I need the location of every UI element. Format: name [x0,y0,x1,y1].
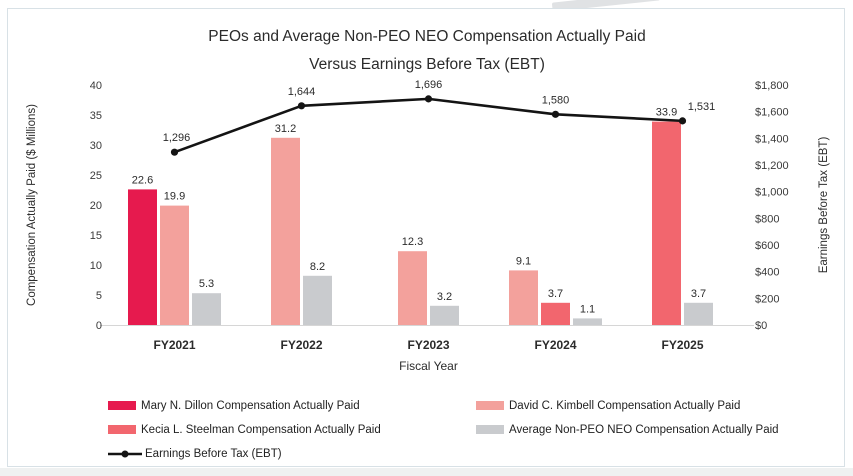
chart-plot: 0 5 10 15 20 25 30 35 40 $0 $200 $400 $600 $800 $1,000… [90,79,789,352]
ebt-line-marker [170,148,179,156]
chart-card: PEOs and Average Non-PEO NEO Compensatio… [7,8,845,467]
left-axis-tick-label: 0 [96,320,102,332]
ebt-line-marker [678,117,687,125]
legend-swatch [108,401,136,410]
ebt-line-marker [551,110,560,118]
legend-item-ebt-line: Earnings Before Tax (EBT) [108,443,476,464]
chart-legend: Mary N. Dillon Compensation Actually Pai… [108,395,818,464]
ebt-value-label: 1,296 [163,132,191,144]
x-axis-category-label: FY2021 [153,338,195,352]
bar [128,189,157,325]
bar [160,205,189,325]
left-axis-tick-label: 30 [90,140,102,152]
x-axis-category-label: FY2023 [407,338,449,352]
legend-item-bar-series: Average Non-PEO NEO Compensation Actuall… [476,419,818,440]
bar [684,302,713,325]
legend-swatch [476,425,504,434]
left-axis-tick-label: 5 [96,290,102,302]
bar-value-label: 33.9 [656,107,677,119]
x-axis-title: Fiscal Year [399,359,458,373]
right-axis-tick-label: $1,200 [755,160,789,172]
bar [398,251,427,325]
ebt-line [174,97,683,154]
legend-label: Mary N. Dillon Compensation Actually Pai… [141,399,360,412]
bar-value-label: 12.3 [402,236,423,248]
bar-value-label: 3.7 [691,288,706,300]
right-axis-tick-label: $800 [755,213,779,225]
bar [271,137,300,325]
ebt-value-label: 1,644 [288,86,316,98]
bar-value-label: 31.2 [275,123,296,135]
x-axis-category-label: FY2025 [661,338,703,352]
ebt-value-label: 1,531 [688,101,716,113]
bar [652,121,681,325]
right-axis-tick-label: $1,000 [755,187,789,199]
legend-label: Average Non-PEO NEO Compensation Actuall… [509,423,779,436]
bar-value-label: 3.2 [437,291,452,303]
bar [509,270,538,325]
bar-value-label: 22.6 [132,174,153,186]
legend-item-bar-series: Mary N. Dillon Compensation Actually Pai… [108,395,476,416]
x-axis-category-label: FY2024 [534,338,576,352]
left-axis-tick-label: 15 [90,230,102,242]
x-axis-category-label: FY2022 [280,338,322,352]
bar [573,318,602,325]
ebt-value-label: 1,696 [415,79,443,91]
bar [541,302,570,325]
legend-swatch [108,425,136,434]
ebt-value-label: 1,580 [542,94,570,106]
legend-swatch [476,401,504,410]
chart-title-line1: PEOs and Average Non-PEO NEO Compensatio… [208,28,646,45]
left-axis-tick-label: 40 [90,80,102,92]
legend-line-marker [108,450,142,457]
right-axis-tick-label: $400 [755,267,779,279]
right-axis-tick-label: $1,400 [755,133,789,145]
page-bottom-strip [0,468,853,476]
legend-label: Earnings Before Tax (EBT) [145,447,282,460]
chart-title-line2: Versus Earnings Before Tax (EBT) [309,56,545,73]
left-axis-tick-label: 10 [90,260,102,272]
ebt-line-marker [297,102,306,110]
bar [430,305,459,325]
legend-label: David C. Kimbell Compensation Actually P… [509,399,741,412]
left-axis-tick-label: 25 [90,170,102,182]
right-axis-tick-label: $200 [755,293,779,305]
right-axis-tick-label: $0 [755,320,767,332]
right-axis-tick-label: $600 [755,240,779,252]
legend-label: Kecia L. Steelman Compensation Actually … [141,423,381,436]
bar-value-label: 3.7 [548,288,563,300]
right-axis-tick-label: $1,600 [755,107,789,119]
ebt-line-marker [424,95,433,103]
bar [303,275,332,325]
right-axis-tick-label: $1,800 [755,80,789,92]
left-axis-tick-label: 35 [90,110,102,122]
bar-value-label: 1.1 [580,303,595,315]
bar-value-label: 9.1 [516,255,531,267]
legend-item-bar-series: David C. Kimbell Compensation Actually P… [476,395,818,416]
bar [192,293,221,325]
bar-value-label: 5.3 [199,278,214,290]
bar-value-label: 8.2 [310,261,325,273]
bar-value-label: 19.9 [164,191,185,203]
left-axis-tick-label: 20 [90,200,102,212]
legend-item-bar-series: Kecia L. Steelman Compensation Actually … [108,419,476,440]
